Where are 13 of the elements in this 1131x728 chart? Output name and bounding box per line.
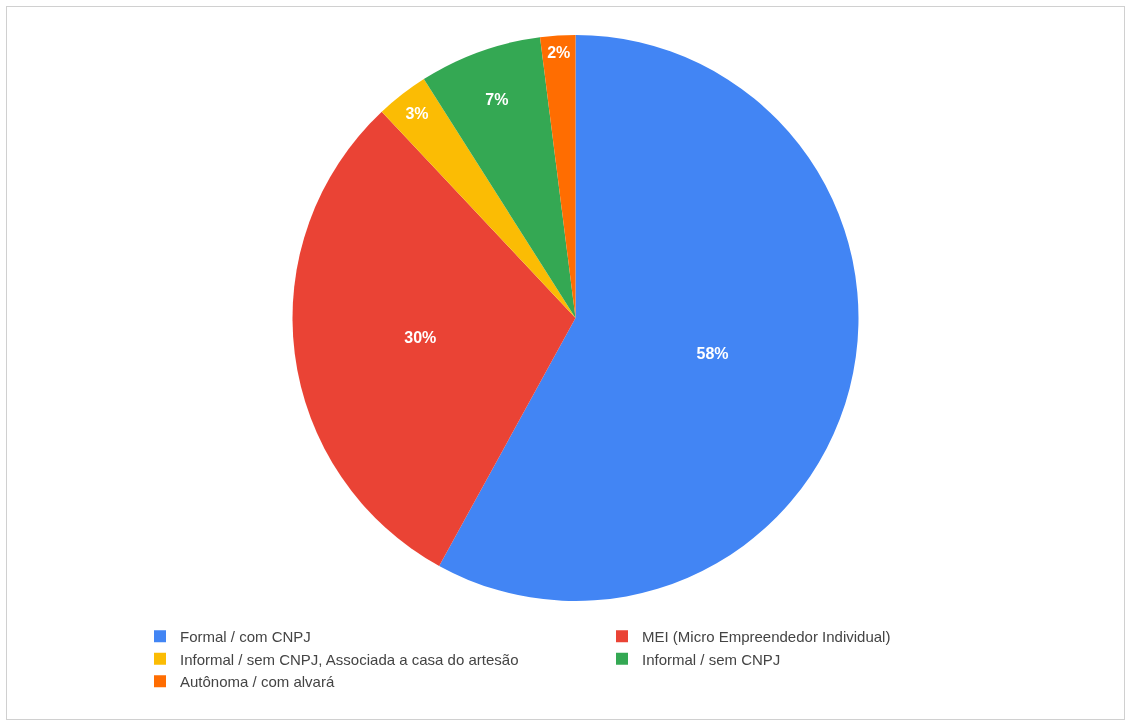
data-label: 7% bbox=[485, 90, 509, 108]
legend-label: Informal / sem CNPJ bbox=[642, 650, 781, 668]
data-label: 3% bbox=[405, 105, 429, 123]
pie-slice bbox=[439, 35, 858, 601]
pie-slice bbox=[381, 79, 576, 318]
legend-label: Informal / sem CNPJ, Associada a casa do artesão bbox=[180, 650, 519, 668]
legend-label: MEI (Micro Empreendedor Individual) bbox=[642, 628, 891, 646]
pie-slice bbox=[540, 35, 576, 318]
data-label: 2% bbox=[547, 43, 571, 61]
legend-label: Autônoma / com alvará bbox=[180, 673, 335, 691]
data-label: 30% bbox=[404, 329, 437, 347]
legend-label: Formal / com CNPJ bbox=[180, 628, 311, 646]
data-label: 58% bbox=[696, 344, 729, 362]
